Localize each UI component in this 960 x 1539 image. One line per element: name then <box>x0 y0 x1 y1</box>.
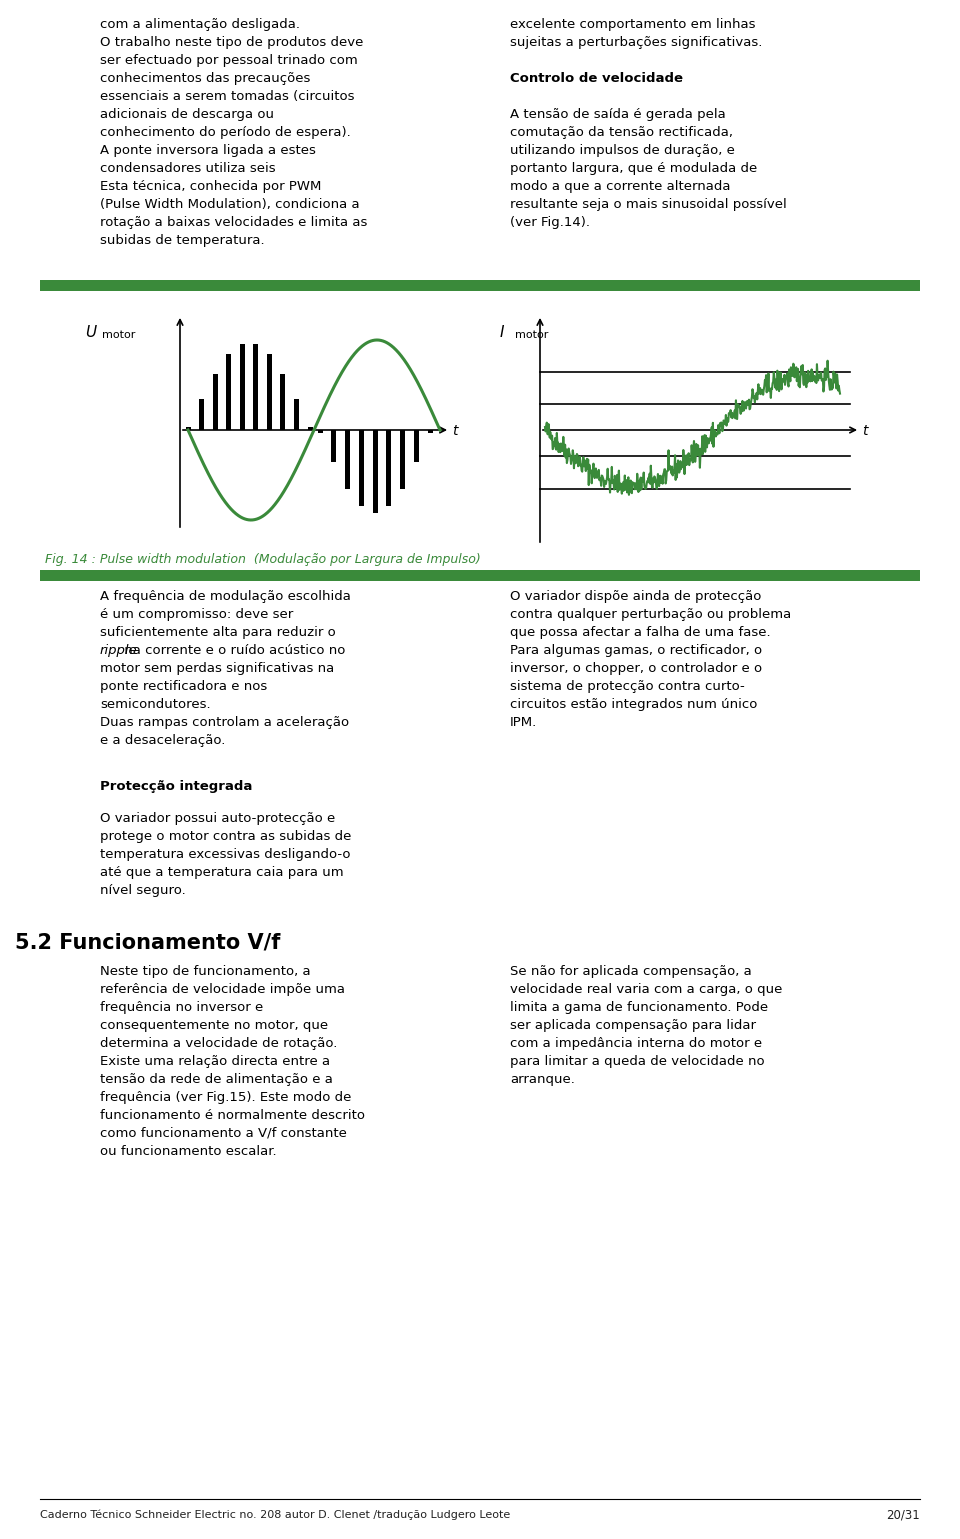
Text: circuitos estão integrados num único: circuitos estão integrados num único <box>510 699 757 711</box>
Bar <box>240 345 245 429</box>
Text: arranque.: arranque. <box>510 1073 575 1087</box>
Text: I: I <box>500 325 505 340</box>
Text: A tensão de saída é gerada pela: A tensão de saída é gerada pela <box>510 108 726 122</box>
Text: ponte rectificadora e nos: ponte rectificadora e nos <box>100 680 267 693</box>
Bar <box>185 426 190 429</box>
Text: essenciais a serem tomadas (circuitos: essenciais a serem tomadas (circuitos <box>100 89 354 103</box>
Text: ser efectuado por pessoal trinado com: ser efectuado por pessoal trinado com <box>100 54 358 68</box>
Text: ser aplicada compensação para lidar: ser aplicada compensação para lidar <box>510 1019 756 1033</box>
Text: inversor, o chopper, o controlador e o: inversor, o chopper, o controlador e o <box>510 662 762 676</box>
Text: na corrente e o ruído acústico no: na corrente e o ruído acústico no <box>120 643 346 657</box>
Text: como funcionamento a V/f constante: como funcionamento a V/f constante <box>100 1127 347 1140</box>
Text: (ver Fig.14).: (ver Fig.14). <box>510 215 590 229</box>
Text: motor sem perdas significativas na: motor sem perdas significativas na <box>100 662 334 676</box>
Bar <box>40 569 920 582</box>
Text: sujeitas a perturbações significativas.: sujeitas a perturbações significativas. <box>510 35 762 49</box>
Text: portanto largura, que é modulada de: portanto largura, que é modulada de <box>510 162 757 175</box>
Text: protege o motor contra as subidas de: protege o motor contra as subidas de <box>100 831 351 843</box>
Bar <box>400 429 405 489</box>
Text: nível seguro.: nível seguro. <box>100 885 185 897</box>
Text: comutação da tensão rectificada,: comutação da tensão rectificada, <box>510 126 733 139</box>
Text: frequência no inversor e: frequência no inversor e <box>100 1000 263 1014</box>
Text: até que a temperatura caia para um: até que a temperatura caia para um <box>100 866 344 879</box>
Bar <box>267 354 272 429</box>
Bar <box>372 429 377 512</box>
Text: frequência (ver Fig.15). Este modo de: frequência (ver Fig.15). Este modo de <box>100 1091 351 1103</box>
Text: consequentemente no motor, que: consequentemente no motor, que <box>100 1019 328 1033</box>
Text: Duas rampas controlam a aceleração: Duas rampas controlam a aceleração <box>100 716 349 729</box>
Text: O variador possui auto-protecção e: O variador possui auto-protecção e <box>100 813 335 825</box>
Text: condensadores utiliza seis: condensadores utiliza seis <box>100 162 276 175</box>
Text: e a desaceleração.: e a desaceleração. <box>100 734 226 746</box>
Bar <box>345 429 350 489</box>
Text: para limitar a queda de velocidade no: para limitar a queda de velocidade no <box>510 1056 764 1068</box>
Text: A ponte inversora ligada a estes: A ponte inversora ligada a estes <box>100 145 316 157</box>
Text: O trabalho neste tipo de produtos deve: O trabalho neste tipo de produtos deve <box>100 35 364 49</box>
Text: temperatura excessivas desligando-o: temperatura excessivas desligando-o <box>100 848 350 862</box>
Bar <box>280 374 285 429</box>
Text: é um compromisso: deve ser: é um compromisso: deve ser <box>100 608 293 622</box>
Bar <box>386 429 392 506</box>
Bar <box>40 280 920 291</box>
Text: adicionais de descarga ou: adicionais de descarga ou <box>100 108 274 122</box>
Text: funcionamento é normalmente descrito: funcionamento é normalmente descrito <box>100 1110 365 1122</box>
Text: modo a que a corrente alternada: modo a que a corrente alternada <box>510 180 731 192</box>
Text: motor: motor <box>102 329 135 340</box>
Text: ou funcionamento escalar.: ou funcionamento escalar. <box>100 1145 276 1157</box>
Text: referência de velocidade impõe uma: referência de velocidade impõe uma <box>100 983 345 996</box>
Text: Controlo de velocidade: Controlo de velocidade <box>510 72 683 85</box>
Bar <box>318 429 323 432</box>
Text: t: t <box>452 425 458 439</box>
Text: tensão da rede de alimentação e a: tensão da rede de alimentação e a <box>100 1073 333 1087</box>
Text: excelente comportamento em linhas: excelente comportamento em linhas <box>510 18 756 31</box>
Bar <box>359 429 364 506</box>
Text: IPM.: IPM. <box>510 716 538 729</box>
Bar <box>307 426 313 429</box>
Bar <box>199 399 204 429</box>
Bar <box>294 399 299 429</box>
Text: que possa afectar a falha de uma fase.: que possa afectar a falha de uma fase. <box>510 626 771 639</box>
Text: com a impedância interna do motor e: com a impedância interna do motor e <box>510 1037 762 1050</box>
Text: Neste tipo de funcionamento, a: Neste tipo de funcionamento, a <box>100 965 311 977</box>
Bar <box>227 354 231 429</box>
Bar <box>212 374 218 429</box>
Text: contra qualquer perturbação ou problema: contra qualquer perturbação ou problema <box>510 608 791 622</box>
Text: (Pulse Width Modulation), condiciona a: (Pulse Width Modulation), condiciona a <box>100 199 360 211</box>
Text: Se não for aplicada compensação, a: Se não for aplicada compensação, a <box>510 965 752 977</box>
Text: velocidade real varia com a carga, o que: velocidade real varia com a carga, o que <box>510 983 782 996</box>
Text: motor: motor <box>515 329 548 340</box>
Text: subidas de temperatura.: subidas de temperatura. <box>100 234 265 246</box>
Text: rotação a baixas velocidades e limita as: rotação a baixas velocidades e limita as <box>100 215 368 229</box>
Text: Esta técnica, conhecida por PWM: Esta técnica, conhecida por PWM <box>100 180 322 192</box>
Text: U: U <box>85 325 96 340</box>
Text: semicondutores.: semicondutores. <box>100 699 210 711</box>
Bar <box>331 429 336 462</box>
Text: Protecção integrada: Protecção integrada <box>100 780 252 793</box>
Text: conhecimento do período de espera).: conhecimento do período de espera). <box>100 126 350 139</box>
Text: com a alimentação desligada.: com a alimentação desligada. <box>100 18 300 31</box>
Bar <box>253 345 258 429</box>
Bar <box>414 429 419 462</box>
Text: Caderno Técnico Schneider Electric no. 208 autor D. Clenet /tradução Ludgero Leo: Caderno Técnico Schneider Electric no. 2… <box>40 1510 511 1519</box>
Text: resultante seja o mais sinusoidal possível: resultante seja o mais sinusoidal possív… <box>510 199 787 211</box>
Text: suficientemente alta para reduzir o: suficientemente alta para reduzir o <box>100 626 336 639</box>
Text: 20/31: 20/31 <box>886 1510 920 1522</box>
Text: conhecimentos das precauções: conhecimentos das precauções <box>100 72 310 85</box>
Text: sistema de protecção contra curto-: sistema de protecção contra curto- <box>510 680 745 693</box>
Text: limita a gama de funcionamento. Pode: limita a gama de funcionamento. Pode <box>510 1000 768 1014</box>
Text: t: t <box>862 425 868 439</box>
Text: Para algumas gamas, o rectificador, o: Para algumas gamas, o rectificador, o <box>510 643 762 657</box>
Text: utilizando impulsos de duração, e: utilizando impulsos de duração, e <box>510 145 734 157</box>
Text: Existe uma relação directa entre a: Existe uma relação directa entre a <box>100 1056 330 1068</box>
Text: A frequência de modulação escolhida: A frequência de modulação escolhida <box>100 589 350 603</box>
Bar <box>427 429 433 432</box>
Text: Fig. 14 : Pulse width modulation  (Modulação por Largura de Impulso): Fig. 14 : Pulse width modulation (Modula… <box>45 553 481 566</box>
Text: determina a velocidade de rotação.: determina a velocidade de rotação. <box>100 1037 337 1050</box>
Text: O variador dispõe ainda de protecção: O variador dispõe ainda de protecção <box>510 589 761 603</box>
Text: ripple: ripple <box>100 643 137 657</box>
Text: 5.2 Funcionamento V/f: 5.2 Funcionamento V/f <box>15 933 280 953</box>
